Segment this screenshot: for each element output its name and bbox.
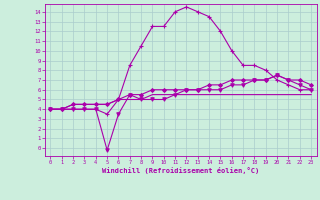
X-axis label: Windchill (Refroidissement éolien,°C): Windchill (Refroidissement éolien,°C) bbox=[102, 167, 260, 174]
